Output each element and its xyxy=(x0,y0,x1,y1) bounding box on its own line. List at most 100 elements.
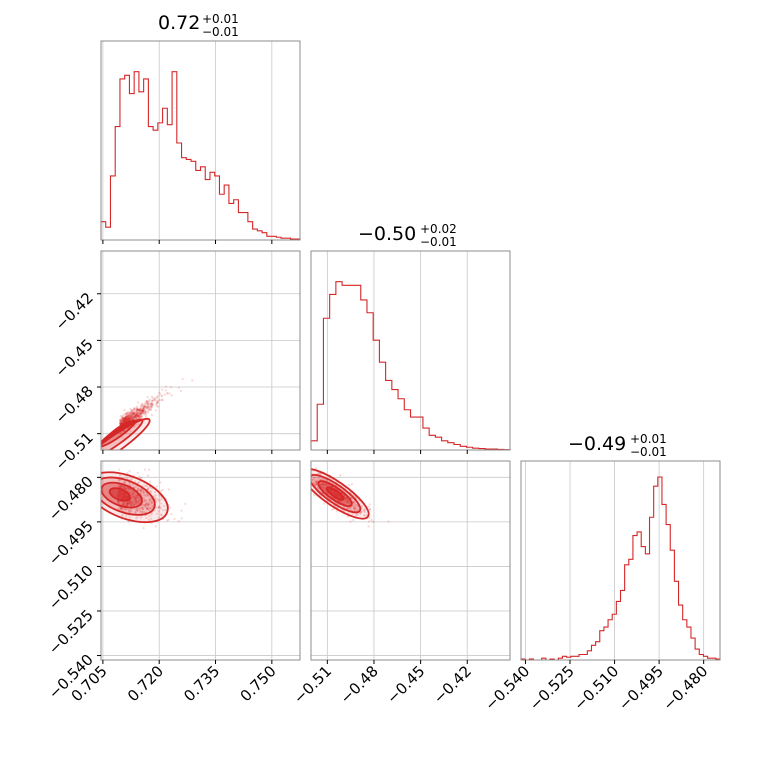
y-tick-label: −0.51 xyxy=(52,429,97,474)
scatter-point xyxy=(117,478,120,482)
scatter-point xyxy=(320,486,324,489)
scatter-point xyxy=(127,415,130,418)
scatter-point xyxy=(146,501,149,504)
scatter-point xyxy=(344,497,347,501)
scatter-point xyxy=(136,415,139,418)
scatter-point xyxy=(117,500,120,503)
scatter-point xyxy=(147,405,150,408)
scatter-point xyxy=(147,518,150,521)
scatter-point xyxy=(147,494,150,498)
scatter-point xyxy=(364,514,367,517)
scatter-point xyxy=(123,481,126,484)
scatter-point xyxy=(150,405,153,408)
scatter-point xyxy=(146,411,150,414)
scatter-point xyxy=(160,395,163,398)
scatter-point xyxy=(137,409,140,412)
scatter-point xyxy=(143,409,146,412)
scatter-point xyxy=(143,491,146,494)
scatter-point xyxy=(130,417,133,420)
scatter-point xyxy=(144,402,147,406)
scatter-point xyxy=(120,507,123,510)
scatter-point xyxy=(130,501,133,504)
scatter-point xyxy=(129,416,132,419)
scatter-point xyxy=(135,499,138,502)
scatter-point xyxy=(119,422,123,425)
scatter-point xyxy=(130,417,133,420)
scatter-point xyxy=(143,405,146,408)
scatter-point xyxy=(139,516,143,519)
scatter-point xyxy=(117,500,120,503)
scatter-point xyxy=(161,398,164,402)
scatter-point xyxy=(145,507,148,511)
scatter-point xyxy=(305,470,307,472)
scatter-point xyxy=(132,415,135,418)
scatter-point xyxy=(321,483,325,486)
scatter-point xyxy=(368,503,371,506)
scatter-point xyxy=(138,415,141,418)
scatter-point xyxy=(345,496,348,500)
scatter-point xyxy=(149,407,152,411)
scatter-point xyxy=(156,396,159,399)
scatter-point xyxy=(133,495,136,499)
scatter-point xyxy=(120,507,124,511)
scatter-point xyxy=(149,507,152,510)
scatter-point xyxy=(142,407,146,410)
scatter-point xyxy=(124,480,127,484)
scatter-point xyxy=(119,485,123,489)
scatter-point xyxy=(124,417,127,421)
scatter-point xyxy=(139,404,143,407)
scatter-point xyxy=(142,411,145,415)
scatter-point xyxy=(146,395,149,399)
scatter-point xyxy=(153,496,157,500)
scatter-panel-0-2: 0.705 0.720 0.735 0.750−0.540−0.525−0.510−0… xyxy=(45,460,301,705)
scatter-point xyxy=(122,417,125,420)
scatter-point xyxy=(306,476,308,478)
scatter-point xyxy=(126,410,129,414)
scatter-point xyxy=(141,408,145,411)
scatter-point xyxy=(352,508,356,511)
scatter-point xyxy=(122,420,126,423)
scatter-point xyxy=(321,483,324,486)
scatter-point xyxy=(146,488,149,491)
title-value: 0.72 xyxy=(158,12,200,34)
y-tick-label: −0.525 xyxy=(45,606,97,658)
scatter-point xyxy=(121,419,124,422)
scatter-point xyxy=(134,416,137,420)
scatter-point xyxy=(120,420,123,423)
scatter-point xyxy=(141,507,144,510)
scatter-point xyxy=(180,517,183,520)
scatter-point xyxy=(135,496,138,500)
scatter-point xyxy=(128,511,132,514)
scatter-point xyxy=(124,416,127,419)
scatter-point xyxy=(128,499,132,503)
scatter-point xyxy=(308,480,310,482)
scatter-point xyxy=(139,412,142,415)
scatter-point xyxy=(125,415,128,419)
scatter-point xyxy=(127,501,130,504)
scatter-point xyxy=(141,405,144,408)
scatter-point xyxy=(125,417,128,420)
scatter-point xyxy=(143,500,146,503)
scatter-point xyxy=(157,505,161,508)
scatter-point xyxy=(143,409,146,412)
scatter-point xyxy=(124,416,128,419)
scatter-point xyxy=(140,408,143,411)
scatter-point xyxy=(321,483,324,486)
y-tick-label: −0.480 xyxy=(45,472,97,524)
scatter-point xyxy=(131,501,134,504)
scatter-point xyxy=(320,484,323,488)
scatter-point xyxy=(148,508,151,512)
scatter-point xyxy=(135,411,138,414)
scatter-point xyxy=(118,422,122,425)
scatter-point xyxy=(155,402,159,405)
scatter-point xyxy=(170,386,173,389)
scatter-point xyxy=(317,472,320,475)
scatter-point xyxy=(369,507,372,511)
scatter-point xyxy=(129,412,132,415)
scatter-point xyxy=(141,410,145,413)
scatter-point xyxy=(121,421,124,424)
scatter-point xyxy=(132,491,136,494)
scatter-point xyxy=(144,410,147,414)
scatter-point xyxy=(134,498,137,501)
scatter-point xyxy=(138,407,141,410)
